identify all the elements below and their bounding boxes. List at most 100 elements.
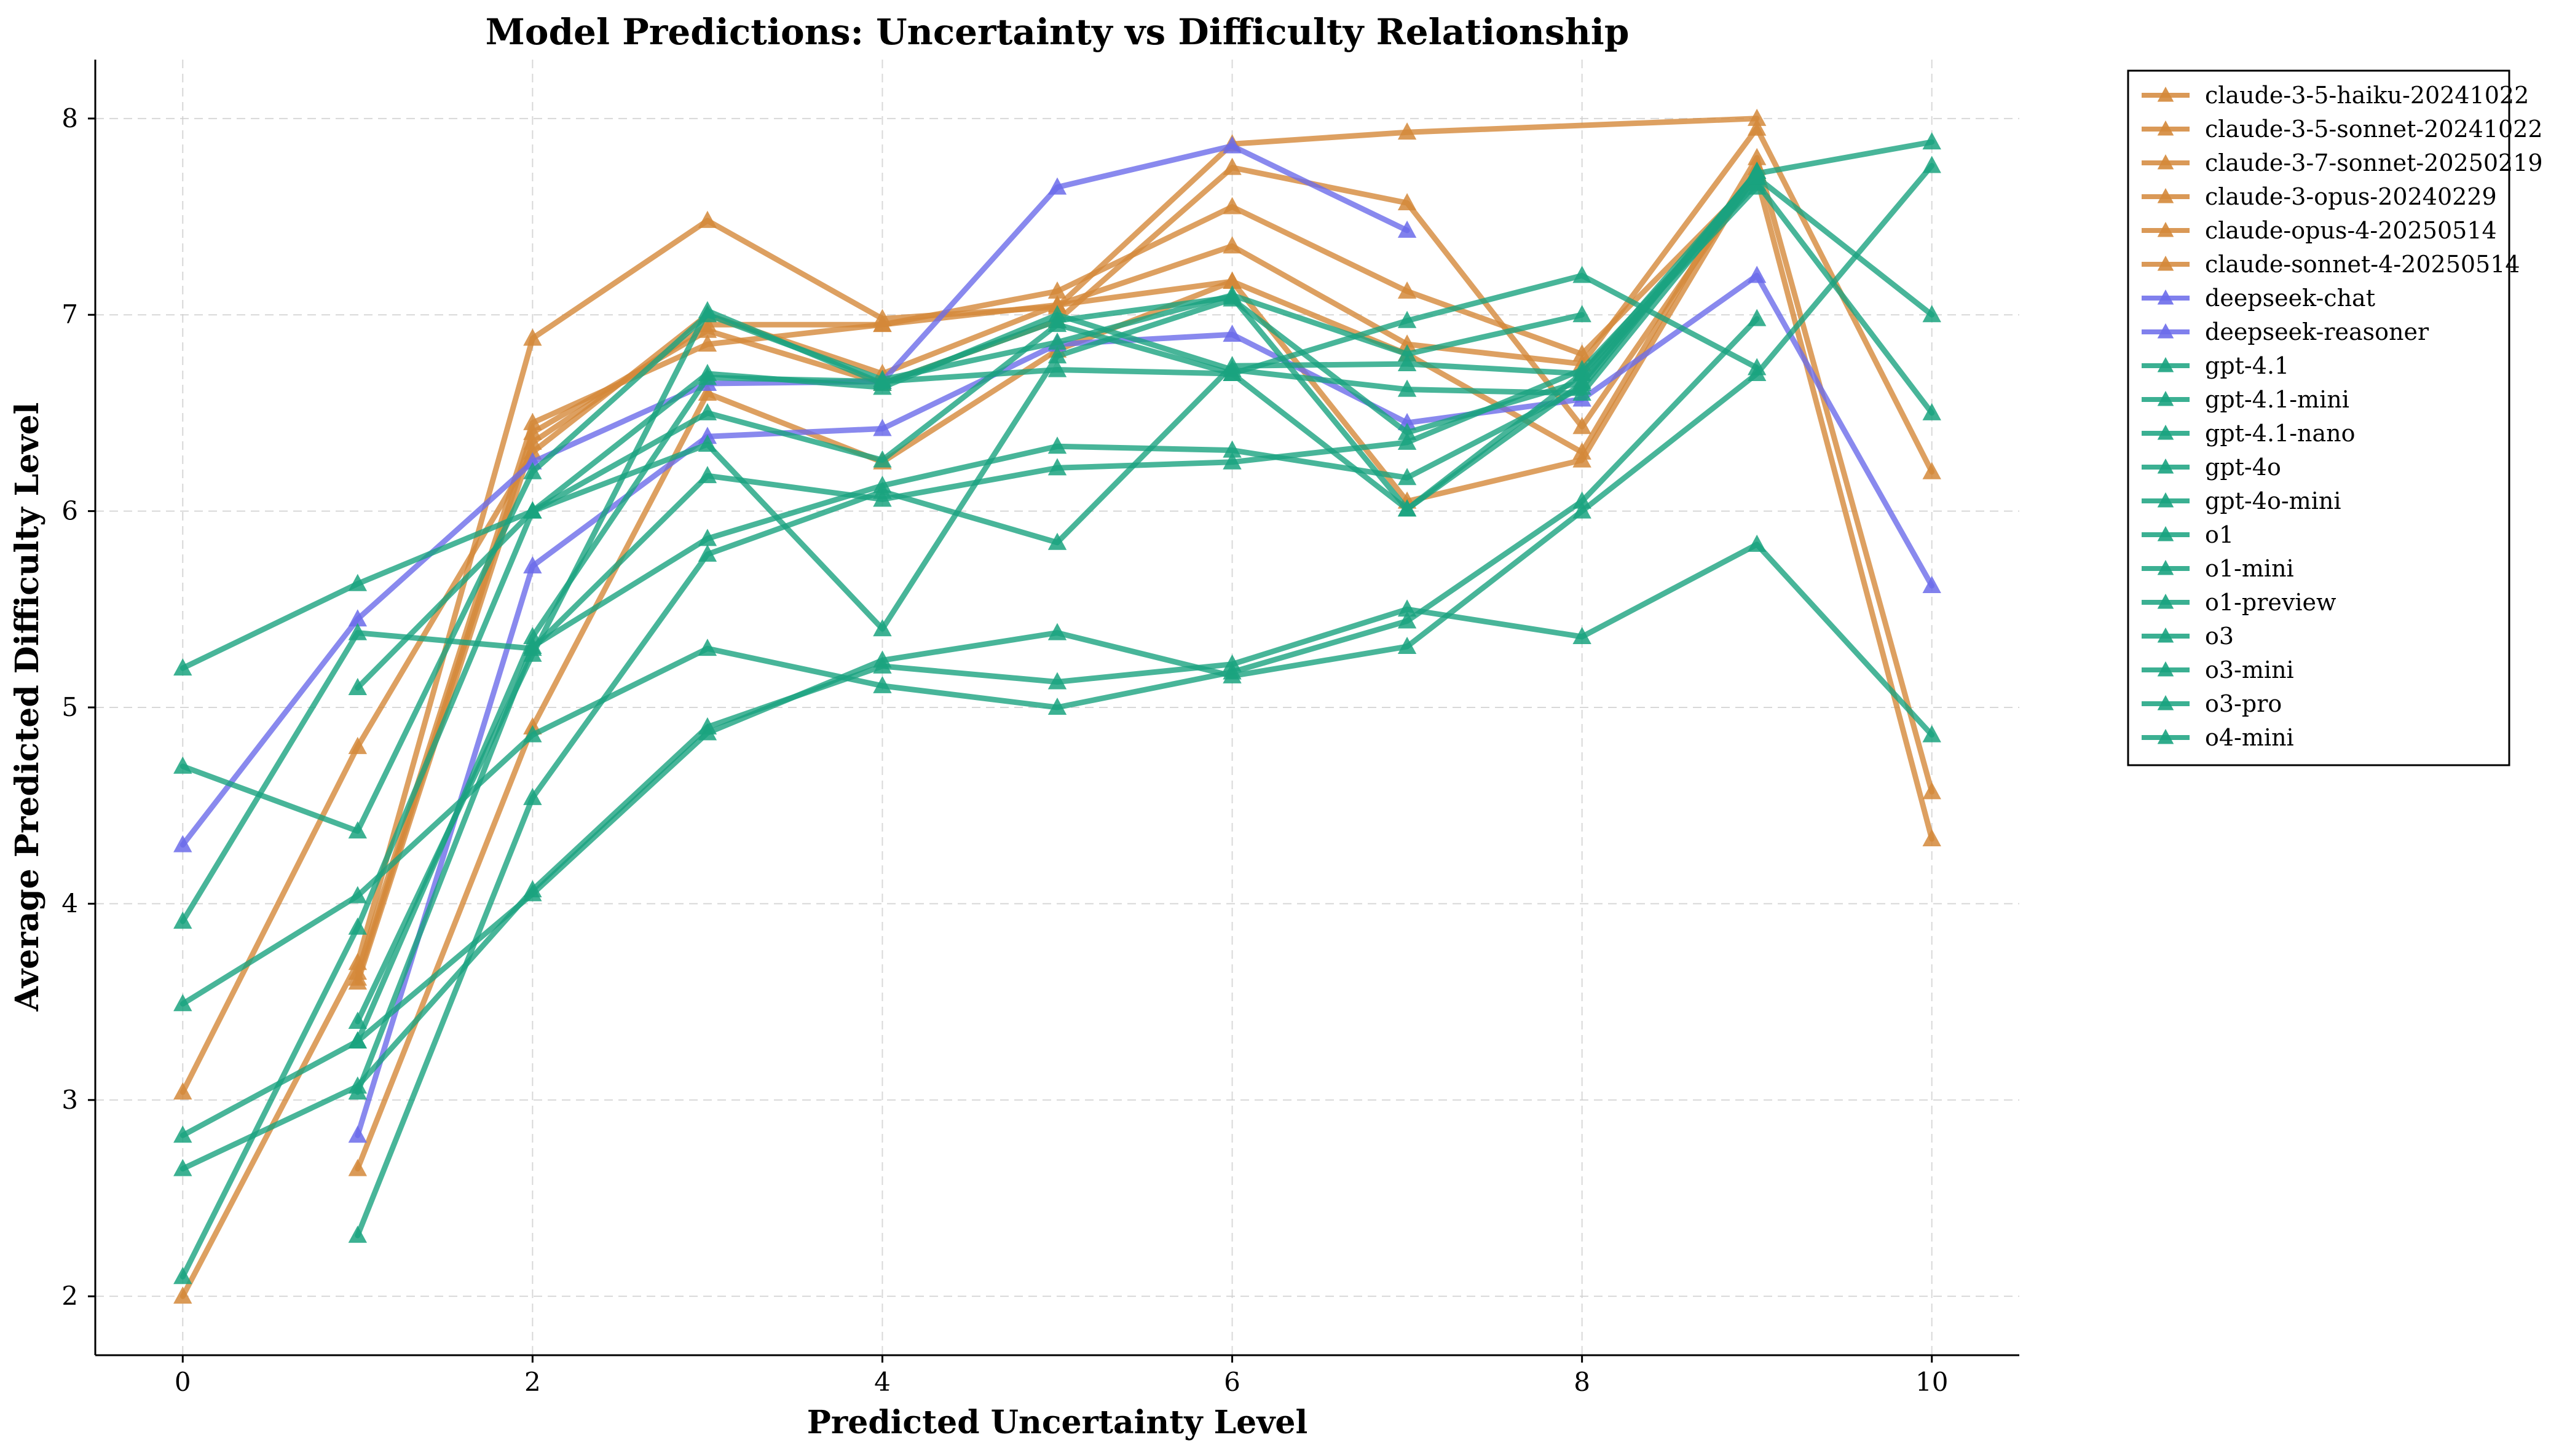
data-point-marker — [1397, 122, 1417, 140]
data-point-marker — [173, 1159, 192, 1176]
data-point-marker — [348, 1226, 368, 1243]
data-point-marker — [1747, 309, 1767, 326]
data-point-marker — [1223, 666, 1242, 683]
data-point-marker — [698, 403, 717, 420]
legend-marker — [2157, 526, 2174, 541]
data-point-marker — [1223, 356, 1242, 374]
legend-entry: gpt-4o-mini — [2205, 487, 2341, 514]
data-point-marker — [698, 383, 717, 401]
data-point-marker — [348, 573, 368, 591]
data-point-marker — [1047, 532, 1067, 550]
data-point-marker — [1747, 162, 1767, 179]
data-point-marker — [1922, 462, 1941, 479]
x-tick-label: 6 — [1224, 1367, 1240, 1397]
y-tick-label: 8 — [61, 103, 78, 133]
data-point-marker — [1223, 197, 1242, 214]
data-point-marker — [1223, 452, 1242, 470]
data-point-marker — [1047, 310, 1067, 328]
data-point-marker — [1747, 358, 1767, 376]
data-point-marker — [698, 435, 717, 452]
data-point-marker — [1397, 422, 1417, 440]
series-layer — [173, 108, 1941, 1304]
legend-marker — [2157, 87, 2174, 102]
legend-marker — [2157, 492, 2174, 508]
data-point-marker — [873, 675, 892, 693]
data-point-marker — [1397, 468, 1417, 486]
data-point-marker — [523, 556, 542, 574]
data-point-marker — [1223, 271, 1242, 289]
data-point-marker — [698, 334, 717, 352]
data-point-marker — [523, 422, 542, 440]
legend-entry: deepseek-reasoner — [2205, 318, 2429, 345]
data-point-marker — [1572, 305, 1591, 323]
data-point-marker — [348, 736, 368, 754]
data-point-marker — [698, 466, 717, 484]
data-point-marker — [1572, 501, 1591, 519]
legend-entry: gpt-4.1-nano — [2205, 420, 2356, 447]
data-point-marker — [1747, 118, 1767, 136]
legend-entry: gpt-4.1-mini — [2205, 386, 2349, 413]
legend-frame — [2127, 69, 2510, 766]
data-point-marker — [1397, 611, 1417, 629]
data-point-marker — [523, 412, 542, 430]
data-point-marker — [348, 1012, 368, 1029]
data-point-marker — [1397, 334, 1417, 352]
legend-entry: claude-sonnet-4-20250514 — [2205, 251, 2520, 278]
legend-entry: deepseek-chat — [2205, 285, 2375, 312]
legend-entry: o3-mini — [2205, 656, 2294, 683]
series-claude-opus-4-20250514 — [173, 108, 1767, 1304]
data-point-marker — [1223, 325, 1242, 342]
data-point-marker — [698, 639, 717, 656]
data-point-marker — [348, 968, 368, 986]
series-deepseek-reasoner — [348, 266, 1941, 1143]
data-point-marker — [1223, 136, 1242, 154]
series-line — [179, 272, 1760, 1280]
legend-marker — [2157, 222, 2174, 237]
y-tick-label: 2 — [61, 1281, 78, 1311]
legend-entry: gpt-4o — [2205, 454, 2281, 481]
data-point-marker — [348, 821, 368, 839]
data-point-marker — [698, 301, 717, 318]
data-point-marker — [698, 529, 717, 546]
legend-entry: claude-3-opus-20240229 — [2205, 183, 2497, 210]
data-point-marker — [1397, 220, 1417, 238]
data-point-marker — [1747, 534, 1767, 552]
data-point-marker — [1397, 499, 1417, 517]
series-o4-mini — [348, 162, 1767, 1029]
data-point-marker — [1047, 672, 1067, 690]
y-tick-label: 7 — [61, 299, 78, 329]
legend-marker — [2157, 628, 2174, 643]
data-point-marker — [348, 609, 368, 627]
legend-entry: claude-3-7-sonnet-20250219 — [2205, 149, 2543, 176]
data-point-marker — [173, 994, 192, 1012]
data-point-marker — [698, 723, 717, 741]
data-point-marker — [1572, 266, 1591, 283]
data-point-marker — [1223, 287, 1242, 305]
data-point-marker — [1397, 310, 1417, 328]
data-point-marker — [1922, 575, 1941, 593]
data-point-marker — [173, 1125, 192, 1143]
data-point-marker — [873, 419, 892, 436]
legend-marker — [2157, 188, 2174, 203]
legend-entry: o3 — [2205, 623, 2234, 650]
data-point-marker — [173, 1286, 192, 1304]
legend-entry: o3-pro — [2205, 690, 2282, 717]
series-gpt-4.1-nano — [173, 309, 1767, 1012]
legend-marker — [2157, 729, 2174, 744]
legend-marker — [2157, 594, 2174, 609]
data-point-marker — [873, 481, 892, 499]
legend-marker — [2157, 661, 2174, 677]
data-point-marker — [1922, 155, 1941, 173]
legend-marker — [2157, 357, 2174, 372]
data-point-marker — [348, 1031, 368, 1049]
data-point-marker — [173, 835, 192, 852]
legend-marker — [2157, 289, 2174, 305]
chart-title: Model Predictions: Uncertainty vs Diffic… — [486, 11, 1630, 53]
y-tick-label: 6 — [61, 496, 78, 526]
data-point-marker — [523, 328, 542, 346]
x-tick-label: 8 — [1574, 1367, 1590, 1397]
legend-marker — [2157, 391, 2174, 406]
data-point-marker — [348, 1159, 368, 1176]
data-point-marker — [173, 1082, 192, 1100]
